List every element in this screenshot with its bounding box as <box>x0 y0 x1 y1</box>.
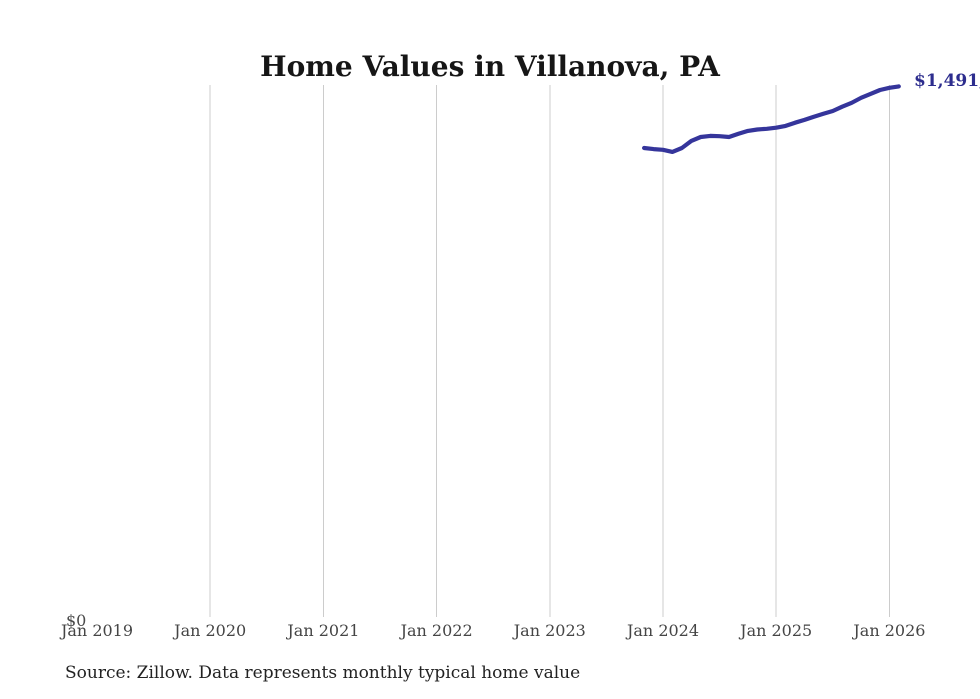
x-tick-label: Jan 2021 <box>287 621 360 640</box>
x-tick-label: Jan 2022 <box>400 621 473 640</box>
x-tick-label: Jan 2020 <box>174 621 247 640</box>
x-tick-label: Jan 2019 <box>60 621 134 640</box>
chart-title: Home Values in Villanova, PA <box>260 49 720 83</box>
x-tick-label: Jan 2024 <box>626 621 700 640</box>
x-tick-label: Jan 2023 <box>513 621 586 640</box>
value-line <box>641 84 901 154</box>
y-zero-label: $0 <box>66 611 87 630</box>
latest-value-label: $1,491, <box>914 71 980 91</box>
source-note: Source: Zillow. Data represents monthly … <box>65 663 581 683</box>
x-tick-label: Jan 2026 <box>853 621 926 640</box>
x-tick-label: Jan 2025 <box>740 621 813 640</box>
